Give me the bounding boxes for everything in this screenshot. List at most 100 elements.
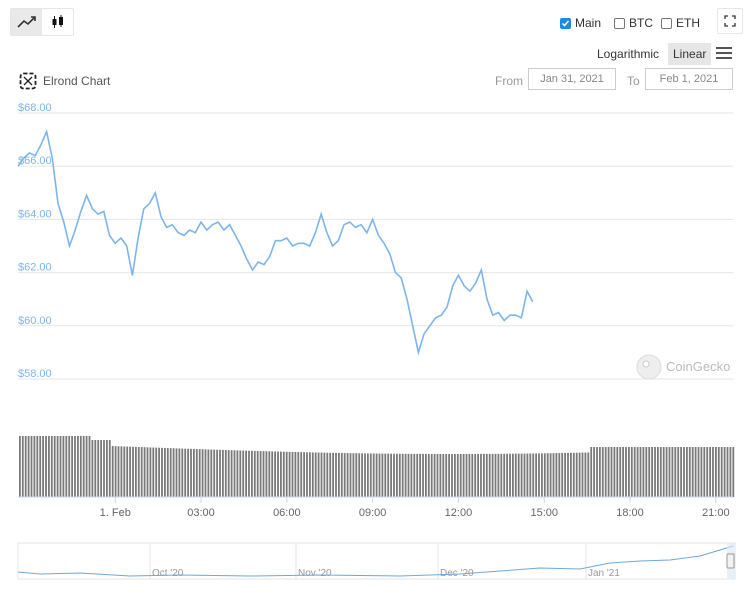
volume-bar bbox=[375, 453, 378, 497]
volume-bar bbox=[659, 447, 662, 497]
scale-linear-button[interactable]: Linear bbox=[668, 43, 712, 65]
volume-bar bbox=[369, 453, 372, 497]
hamburger-menu-icon[interactable] bbox=[716, 47, 732, 59]
volume-bar bbox=[393, 453, 395, 497]
volume-bar bbox=[294, 451, 297, 497]
volume-bar bbox=[108, 440, 111, 497]
volume-bar bbox=[245, 450, 247, 497]
volume-bar bbox=[694, 447, 697, 497]
candlestick-icon bbox=[52, 15, 63, 28]
volume-bar bbox=[593, 447, 595, 497]
y-axis: $58.00 $60.00 $62.00 $64.00 $66.00 $68.00 bbox=[18, 102, 52, 380]
from-label: From bbox=[495, 74, 523, 88]
y-tick-label: $68.00 bbox=[18, 102, 52, 114]
volume-bar bbox=[378, 453, 381, 497]
volume-bar bbox=[65, 436, 68, 497]
from-date-input[interactable]: Jan 31, 2021 bbox=[528, 68, 616, 90]
volume-bar bbox=[213, 449, 216, 497]
volume-bar bbox=[587, 452, 590, 497]
volume-bar bbox=[364, 453, 366, 497]
volume-bar bbox=[483, 453, 485, 497]
volume-bar bbox=[175, 448, 178, 497]
volume-bar bbox=[459, 453, 462, 497]
volume-bar bbox=[503, 453, 506, 497]
volume-bar bbox=[314, 452, 317, 497]
price-line-series bbox=[17, 128, 534, 356]
volume-bar bbox=[303, 452, 305, 497]
volume-bar bbox=[622, 447, 624, 497]
navigator-handle[interactable] bbox=[726, 553, 735, 569]
volume-bar bbox=[193, 448, 195, 497]
grid-lines bbox=[18, 112, 733, 380]
scale-logarithmic-button[interactable]: Logarithmic bbox=[597, 47, 660, 61]
compare-main-checkbox[interactable]: Main bbox=[560, 16, 601, 30]
volume-bar bbox=[706, 447, 709, 497]
volume-bar bbox=[703, 447, 706, 497]
volume-bar bbox=[381, 453, 384, 497]
volume-bar bbox=[140, 447, 143, 497]
compare-eth-checkbox[interactable]: ETH bbox=[661, 16, 700, 30]
elrond-logo-icon bbox=[19, 72, 37, 90]
volume-bar bbox=[53, 436, 56, 497]
volume-bar bbox=[111, 446, 114, 497]
to-date-input[interactable]: Feb 1, 2021 bbox=[645, 68, 733, 90]
volume-bar bbox=[166, 448, 169, 497]
compare-btc-checkbox[interactable]: BTC bbox=[614, 16, 653, 30]
volume-bar bbox=[645, 447, 648, 497]
volume-bar bbox=[407, 453, 410, 497]
line-chart-button[interactable] bbox=[11, 9, 42, 35]
volume-bar bbox=[642, 447, 645, 497]
volume-bar bbox=[590, 447, 593, 497]
volume-bar bbox=[222, 449, 224, 497]
volume-bar bbox=[430, 453, 433, 497]
volume-bar bbox=[251, 450, 253, 497]
volume-bar bbox=[541, 453, 543, 497]
volume-bar bbox=[256, 450, 259, 497]
volume-bar bbox=[346, 453, 349, 497]
x-tick-label: 12:00 bbox=[445, 507, 473, 519]
volume-bar bbox=[253, 450, 256, 497]
volume-bar bbox=[317, 452, 320, 497]
volume-bar bbox=[164, 447, 166, 497]
volume-bar bbox=[567, 452, 569, 497]
volume-bar bbox=[390, 453, 392, 497]
x-tick-label: 09:00 bbox=[359, 507, 387, 519]
volume-bar bbox=[654, 447, 656, 497]
volume-bar bbox=[564, 452, 566, 497]
volume-bar bbox=[497, 453, 500, 497]
volume-bar bbox=[126, 446, 129, 497]
candlestick-chart-button[interactable] bbox=[42, 9, 73, 35]
volume-bar bbox=[720, 447, 723, 497]
volume-bar bbox=[465, 453, 468, 497]
volume-bar bbox=[456, 453, 459, 497]
volume-bar bbox=[607, 447, 610, 497]
volume-bar bbox=[471, 453, 474, 497]
volume-bar bbox=[306, 452, 308, 497]
fullscreen-button[interactable] bbox=[717, 8, 743, 34]
chart-title: Elrond Chart bbox=[19, 72, 110, 90]
volume-bar bbox=[651, 447, 653, 497]
volume-bar bbox=[172, 448, 175, 497]
volume-bar bbox=[630, 447, 633, 497]
volume-bar bbox=[633, 447, 636, 497]
volume-bar bbox=[274, 451, 276, 497]
volume-bar bbox=[422, 453, 424, 497]
volume-bar bbox=[239, 450, 242, 497]
fullscreen-icon bbox=[724, 15, 736, 27]
volume-bar bbox=[323, 452, 326, 497]
volume-bar bbox=[578, 452, 581, 497]
volume-bar bbox=[398, 453, 401, 497]
volume-bar bbox=[396, 453, 398, 497]
volume-bar bbox=[161, 447, 163, 497]
volume-bar bbox=[688, 447, 691, 497]
navigator[interactable]: Oct '20 Nov '20 Dec '20 Jan '21 bbox=[17, 542, 736, 580]
volume-bar bbox=[529, 453, 532, 497]
volume-bar bbox=[50, 436, 53, 497]
compare-main-label: Main bbox=[575, 16, 602, 30]
volume-bar bbox=[520, 453, 523, 497]
volume-bar bbox=[474, 453, 477, 497]
volume-bar bbox=[732, 447, 735, 497]
volume-bar bbox=[117, 446, 120, 497]
volume-bar bbox=[665, 447, 668, 497]
volume-bar bbox=[152, 447, 155, 497]
